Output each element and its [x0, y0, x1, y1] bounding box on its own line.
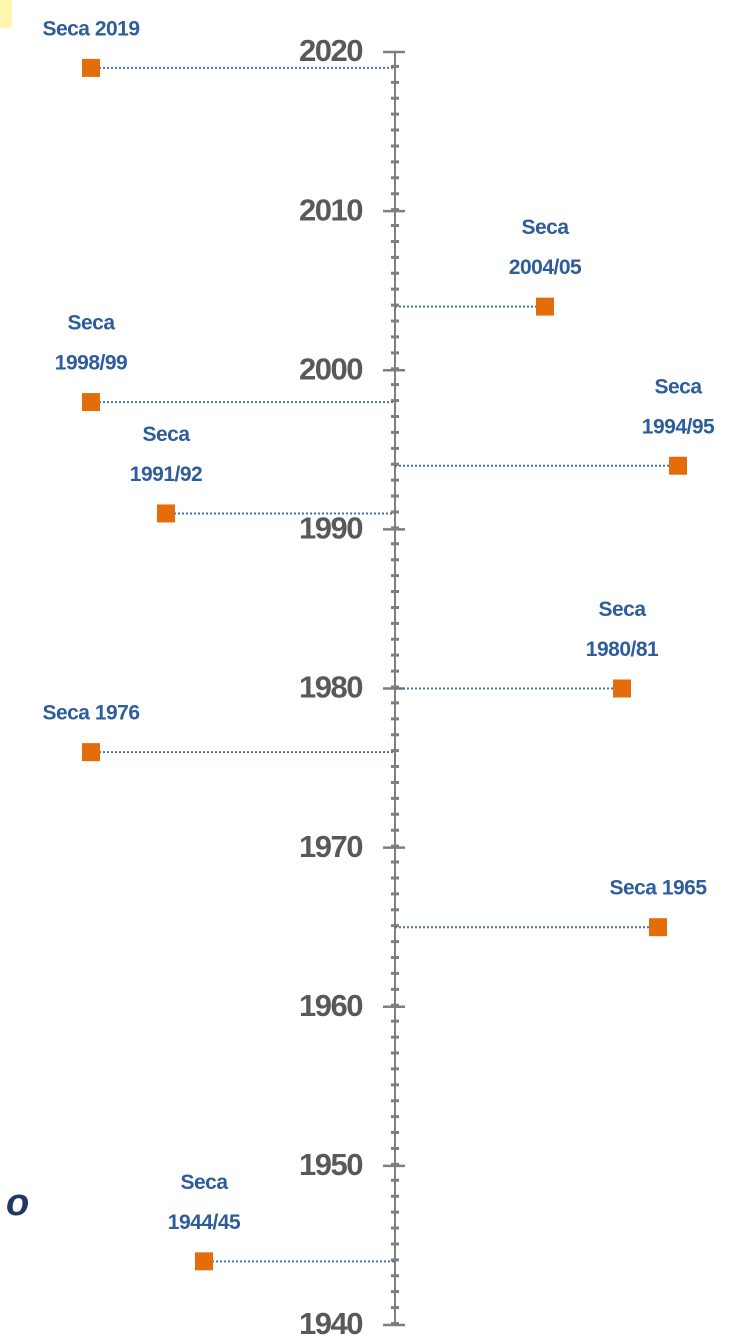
marker — [82, 393, 100, 412]
marker — [669, 456, 687, 475]
y-tick-label: 2000 — [299, 351, 362, 386]
marker — [649, 918, 667, 937]
event-label: Seca — [67, 312, 115, 335]
marker — [536, 297, 554, 316]
event-label: Seca 1965 — [609, 877, 707, 900]
y-tick-label: 1950 — [299, 1147, 362, 1182]
marker — [82, 58, 100, 77]
y-tick-label: 1980 — [299, 670, 362, 705]
y-tick-label: 2010 — [299, 192, 362, 227]
event-label: 1998/99 — [55, 352, 127, 375]
event-label: Seca — [654, 375, 702, 398]
event-label: Seca 2019 — [42, 17, 139, 40]
event-label: 1944/45 — [168, 1211, 241, 1234]
highlight-fragment — [0, 0, 12, 28]
event-label: Seca — [521, 216, 569, 239]
event-label: Seca — [598, 598, 646, 621]
event-label: Seca — [142, 423, 190, 446]
marker — [195, 1252, 213, 1271]
y-tick-label: 2020 — [299, 33, 362, 68]
y-tick-label: 1940 — [299, 1306, 362, 1338]
event-label: Seca — [180, 1171, 228, 1194]
marker — [82, 743, 100, 762]
annotation-fragment: o — [6, 1182, 29, 1224]
y-tick-label: 1960 — [299, 988, 362, 1023]
marker — [613, 679, 631, 698]
marker — [157, 504, 175, 523]
y-tick-label: 1990 — [299, 511, 362, 546]
event-label: 2004/05 — [509, 256, 582, 279]
event-label: 1980/81 — [586, 638, 659, 661]
y-tick-label: 1970 — [299, 829, 362, 864]
event-label: 1994/95 — [642, 415, 715, 438]
event-label: 1991/92 — [130, 463, 202, 486]
event-label: Seca 1976 — [42, 702, 139, 725]
